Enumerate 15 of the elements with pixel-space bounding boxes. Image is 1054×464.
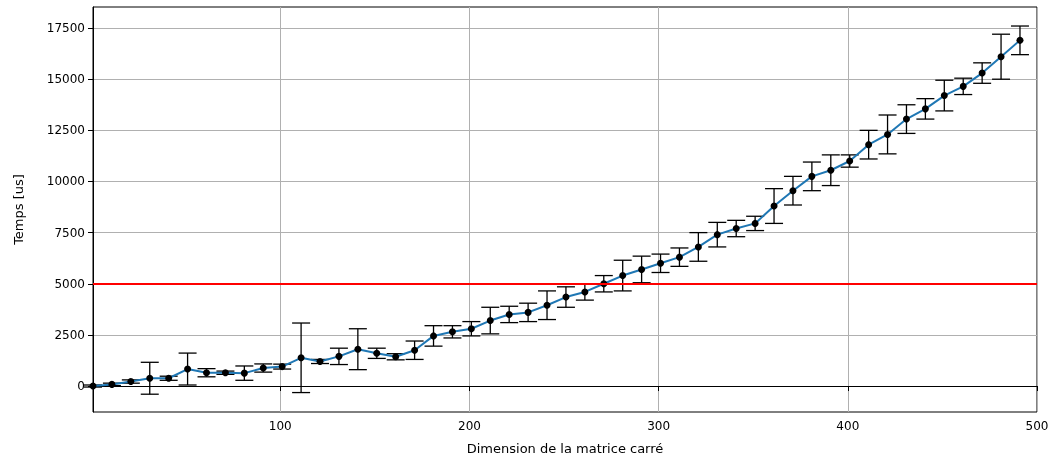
y-tick-label: 10000: [46, 174, 85, 189]
y-tick-label: 2500: [54, 327, 85, 342]
y-tick-label: 0: [77, 379, 85, 394]
x-tick-label: 200: [458, 419, 481, 433]
y-tick-label: 17500: [46, 21, 85, 36]
x-tick-label: 400: [836, 419, 860, 433]
y-axis-title: Temps [us]: [11, 174, 26, 246]
x-tick-label: 300: [647, 419, 671, 433]
y-tick-label: 12500: [46, 123, 85, 138]
x-tick-label: 500: [1025, 419, 1049, 433]
x-tick-label: 100: [268, 419, 292, 433]
y-tick-label: 15000: [46, 72, 85, 87]
x-axis-title: Dimension de la matrice carré: [466, 441, 664, 456]
y-tick-label: 7500: [54, 225, 85, 240]
y-tick-label: 5000: [54, 276, 85, 291]
